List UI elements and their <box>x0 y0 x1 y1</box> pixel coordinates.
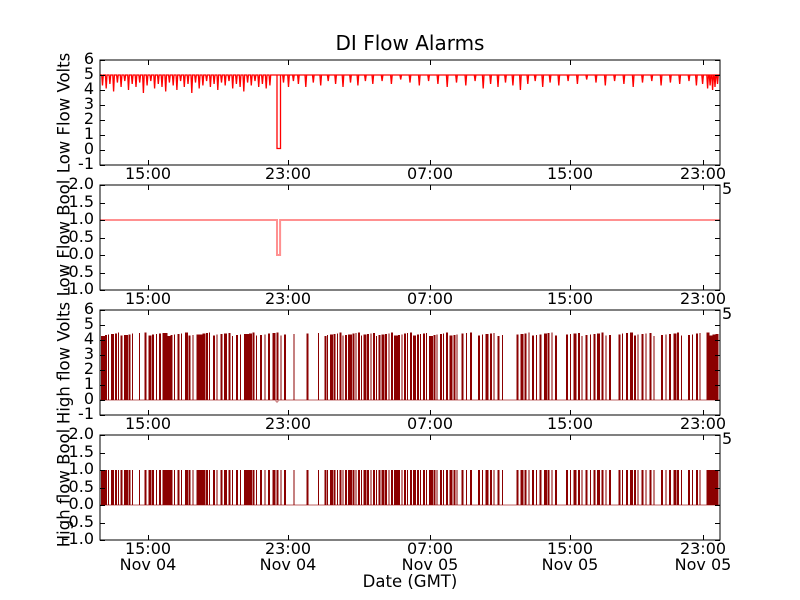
y-tick-label: -0.5 <box>62 262 94 281</box>
y-tick-label: 2.0 <box>68 424 94 443</box>
series-low-flow-bool <box>100 219 720 256</box>
subplot-2 <box>99 309 721 416</box>
y-tick-label: 0.5 <box>68 477 94 496</box>
x-tick-time-label: 23:00 <box>264 414 312 433</box>
y-tick-label: 0.0 <box>68 244 94 263</box>
y-tick-label: 4 <box>83 329 94 348</box>
x-tick-time-label: 23:00 <box>679 289 727 308</box>
y-tick-label: 6 <box>83 299 94 318</box>
axes-frame <box>99 59 721 166</box>
subplot-3 <box>99 434 721 541</box>
y-tick-label: 3 <box>83 344 94 363</box>
y-tick-label: 1.0 <box>68 459 94 478</box>
x-tick-time-label: 15:00 <box>546 289 594 308</box>
y-tick-label: 3 <box>83 94 94 113</box>
x-tick-time-label: 15:00 <box>546 539 594 558</box>
x-tick-time-label: 07:00 <box>406 414 454 433</box>
clipped-date-remnant: 5 <box>722 179 733 198</box>
tick-marks <box>100 60 720 166</box>
y-tick-label: 5 <box>83 64 94 83</box>
x-tick-time-label: 07:00 <box>406 164 454 183</box>
tick-marks <box>100 435 720 541</box>
x-tick-date-label: Nov 05 <box>541 555 599 574</box>
y-tick-label: -1.0 <box>62 279 94 298</box>
y-tick-label: -1.0 <box>62 529 94 548</box>
y-tick-label: 5 <box>83 314 94 333</box>
y-tick-label: 1.0 <box>68 209 94 228</box>
subplot-1 <box>99 184 721 291</box>
x-tick-time-label: 23:00 <box>264 539 312 558</box>
axes-frame <box>99 434 721 541</box>
y-tick-label: 0.0 <box>68 494 94 513</box>
x-tick-time-label: 07:00 <box>406 289 454 308</box>
x-tick-date-label: Nov 04 <box>259 555 317 574</box>
y-tick-label: 1 <box>83 374 94 393</box>
x-tick-time-label: 15:00 <box>546 414 594 433</box>
series-high-flow-volts <box>101 332 719 400</box>
x-tick-date-label: Nov 05 <box>674 555 732 574</box>
series-high-flow-bool <box>101 470 719 505</box>
clipped-date-remnant: 5 <box>722 429 733 448</box>
y-tick-label: 0 <box>83 389 94 408</box>
axes-frame <box>99 309 721 416</box>
y-tick-label: 2 <box>83 359 94 378</box>
chart-title: DI Flow Alarms <box>335 31 485 55</box>
y-tick-label: 1.5 <box>68 442 94 461</box>
x-tick-date-label: Nov 05 <box>401 555 459 574</box>
x-tick-time-label: 15:00 <box>546 164 594 183</box>
y-tick-label: 2 <box>83 109 94 128</box>
y-tick-label: 1.5 <box>68 192 94 211</box>
y-tick-label: 1 <box>83 124 94 143</box>
x-tick-time-label: 15:00 <box>124 164 172 183</box>
y-tick-label: -1 <box>78 404 94 423</box>
x-tick-time-label: 23:00 <box>679 164 727 183</box>
x-tick-time-label: 23:00 <box>679 539 727 558</box>
x-axis-label: Date (GMT) <box>362 572 458 591</box>
y-tick-label: -1 <box>78 154 94 173</box>
y-tick-label: 0.5 <box>68 227 94 246</box>
axes-frame <box>99 184 721 291</box>
x-tick-time-label: 23:00 <box>264 289 312 308</box>
baseline-notch <box>274 399 280 404</box>
subplot-0 <box>99 59 721 166</box>
y-tick-label: 6 <box>83 49 94 68</box>
clipped-date-remnant: 5 <box>722 304 733 323</box>
x-tick-time-label: 15:00 <box>124 289 172 308</box>
x-tick-time-label: 15:00 <box>124 414 172 433</box>
series-low-flow-volts <box>100 74 720 150</box>
x-tick-time-label: 23:00 <box>264 164 312 183</box>
x-tick-date-label: Nov 04 <box>119 555 177 574</box>
y-tick-label: -0.5 <box>62 512 94 531</box>
y-tick-label: 4 <box>83 79 94 98</box>
y-tick-label: 2.0 <box>68 174 94 193</box>
x-tick-time-label: 15:00 <box>124 539 172 558</box>
tick-marks <box>100 310 720 416</box>
y-tick-label: 0 <box>83 139 94 158</box>
tick-marks <box>100 185 720 291</box>
x-tick-time-label: 23:00 <box>679 414 727 433</box>
x-tick-time-label: 07:00 <box>406 539 454 558</box>
